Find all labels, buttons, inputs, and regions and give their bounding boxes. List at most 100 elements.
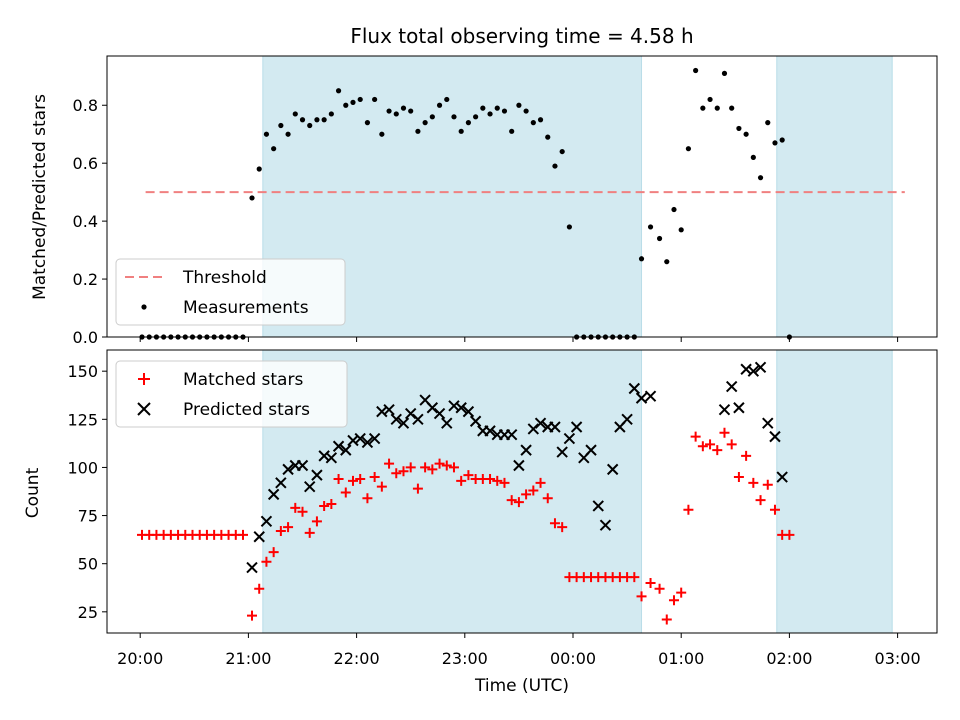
data-point <box>705 439 716 450</box>
data-point <box>390 413 402 426</box>
chart-title: Flux total observing time = 4.58 h <box>350 24 693 48</box>
legend-label: Threshold <box>182 268 267 288</box>
data-point <box>296 459 309 472</box>
data-point <box>585 444 597 456</box>
y-tick-label: 25 <box>78 603 98 622</box>
data-point <box>444 96 450 103</box>
data-point <box>552 163 558 169</box>
data-point <box>685 146 692 152</box>
data-point <box>570 421 583 433</box>
data-point <box>629 572 640 583</box>
data-point <box>357 96 363 103</box>
data-point <box>485 473 496 484</box>
x-tick-label: 03:00 <box>875 649 921 668</box>
data-point <box>549 421 561 433</box>
data-point <box>427 464 438 475</box>
data-point <box>726 439 737 450</box>
data-point <box>285 131 291 137</box>
data-point <box>412 483 423 494</box>
x-tick-label: 22:00 <box>334 649 380 668</box>
data-point <box>754 361 767 374</box>
data-point <box>505 428 518 441</box>
data-point <box>599 519 612 531</box>
y-tick-label: 50 <box>78 555 98 574</box>
legend: Matched stars Predicted stars <box>115 360 348 428</box>
series-predicted-stars <box>246 361 788 574</box>
data-point <box>707 96 713 103</box>
data-point <box>487 111 493 117</box>
top-y-axis-label: Matched/Predicted stars <box>30 94 50 300</box>
x-axis-ticks: 20:00 21:00 22:00 23:00 00:00 01:00 02:00 03:00 <box>117 649 921 668</box>
data-point <box>271 146 277 152</box>
data-point <box>383 403 395 416</box>
data-point <box>393 111 399 117</box>
data-point <box>267 488 280 501</box>
data-point <box>762 417 774 429</box>
shaded-interval-1 <box>262 349 643 634</box>
data-point <box>719 427 730 438</box>
data-point <box>635 392 648 404</box>
data-point <box>372 96 378 103</box>
data-point <box>537 117 544 123</box>
bottom-panel: 25 50 75 100 125 150 Matched stars Predicted st… <box>67 349 938 638</box>
data-point <box>433 407 446 420</box>
data-point <box>420 462 431 473</box>
data-point <box>520 444 532 456</box>
data-point <box>386 108 392 114</box>
x-tick-label: 01:00 <box>658 649 704 668</box>
data-point <box>549 518 560 529</box>
data-point <box>664 259 670 265</box>
data-point <box>683 504 694 515</box>
y-tick-label: 0.0 <box>73 328 98 347</box>
data-point <box>530 120 536 126</box>
data-point <box>736 125 742 132</box>
data-point <box>523 108 529 114</box>
data-point <box>256 166 262 172</box>
data-point <box>592 500 604 512</box>
plot-frame <box>106 349 938 634</box>
data-point <box>638 256 645 262</box>
shaded-interval-2 <box>776 55 893 338</box>
data-point <box>405 462 416 473</box>
data-point <box>448 462 459 473</box>
series-matched-stars <box>137 427 795 625</box>
data-point <box>249 195 255 201</box>
data-point <box>441 417 453 429</box>
shaded-interval-2 <box>776 349 893 634</box>
data-point <box>376 481 387 492</box>
data-point <box>304 527 315 538</box>
data-point <box>557 522 568 533</box>
y-tick-label: 0.4 <box>73 212 98 231</box>
legend-handle <box>141 304 147 310</box>
data-point <box>282 463 294 476</box>
data-point <box>542 493 553 504</box>
data-point <box>628 382 641 395</box>
data-point <box>292 111 298 117</box>
data-point <box>261 556 272 567</box>
data-point <box>379 131 385 137</box>
data-point <box>404 407 417 420</box>
data-point <box>391 468 402 479</box>
data-point <box>384 458 395 469</box>
legend: Threshold Measurements <box>115 258 346 326</box>
data-point <box>535 477 546 488</box>
data-point <box>340 444 352 456</box>
data-point <box>263 131 270 137</box>
data-point <box>415 128 421 134</box>
y-tick-label: 100 <box>67 458 98 477</box>
data-point <box>769 430 781 443</box>
data-point <box>494 105 500 111</box>
y-tick-label: 150 <box>67 362 98 381</box>
data-point <box>441 460 452 471</box>
data-point <box>469 415 482 427</box>
data-point <box>355 473 366 484</box>
data-point <box>463 470 474 481</box>
data-point <box>700 105 706 111</box>
data-point <box>733 472 744 483</box>
data-point <box>671 206 677 213</box>
x-tick-label: 21:00 <box>225 649 271 668</box>
data-point <box>325 452 338 464</box>
data-point <box>509 128 515 134</box>
data-point <box>755 495 766 506</box>
legend-box <box>115 360 348 428</box>
